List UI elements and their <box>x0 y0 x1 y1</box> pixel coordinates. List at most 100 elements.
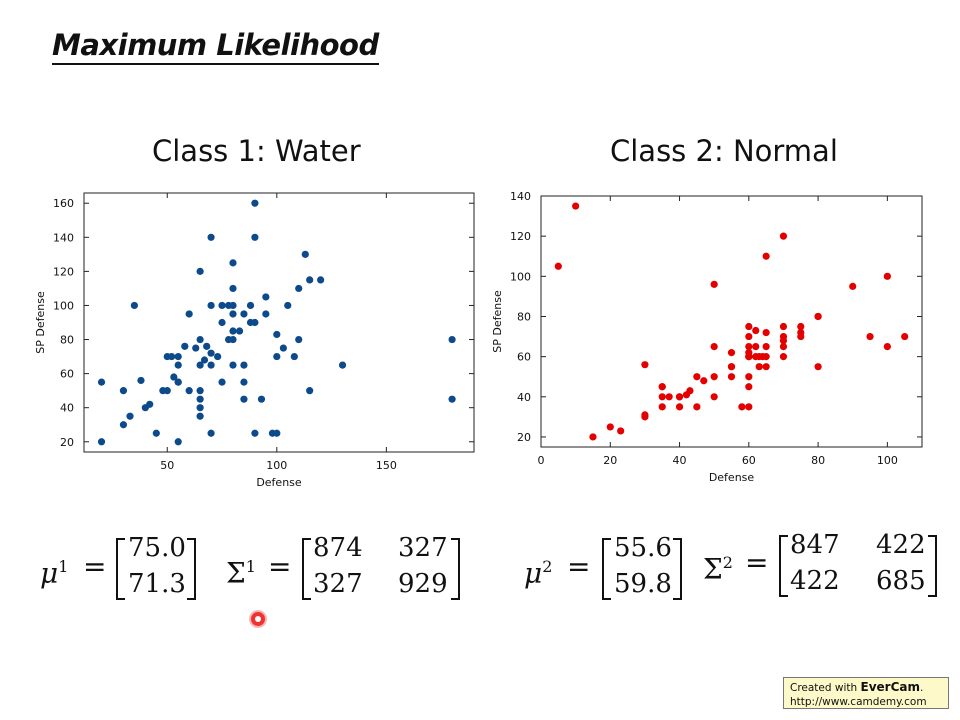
data-point <box>728 349 735 356</box>
y-tick-label: 120 <box>510 230 531 243</box>
mu2-value-1: 55.6 <box>614 533 672 563</box>
y-tick-label: 40 <box>517 391 531 404</box>
mu1-equals: = <box>83 552 106 582</box>
y-tick-label: 100 <box>510 270 531 283</box>
mu2-equals: = <box>567 552 590 582</box>
mu2-symbol: μ2 <box>524 552 552 588</box>
data-point <box>901 333 908 340</box>
data-point <box>756 363 763 370</box>
data-point <box>745 333 752 340</box>
data-point <box>814 363 821 370</box>
x-tick-label: 100 <box>877 454 898 467</box>
data-point <box>763 329 770 336</box>
sigma1-symbol: Σ1 <box>226 552 256 588</box>
data-point <box>700 377 707 384</box>
data-point <box>745 383 752 390</box>
sigma2-bracket-left <box>779 535 788 597</box>
x-tick-label: 60 <box>742 454 756 467</box>
data-point <box>711 373 718 380</box>
data-point <box>728 373 735 380</box>
watermark-line2: http://www.camdemy.com <box>790 695 942 709</box>
mu1-bracket-right <box>187 538 196 600</box>
plot-frame <box>541 196 922 447</box>
data-point <box>693 373 700 380</box>
data-point <box>666 393 673 400</box>
x-tick-label: 40 <box>673 454 687 467</box>
data-point <box>711 281 718 288</box>
x-axis-label: Defense <box>709 471 755 484</box>
data-point <box>617 427 624 434</box>
data-point <box>745 373 752 380</box>
data-point <box>763 253 770 260</box>
sigma1-equals: = <box>268 552 291 582</box>
data-point <box>572 202 579 209</box>
mu2-bracket-right <box>673 538 682 600</box>
sigma1-value-22: 929 <box>398 569 448 599</box>
sigma1-value-12: 327 <box>398 533 448 563</box>
data-point <box>738 403 745 410</box>
y-axis-label: SP Defense <box>491 290 504 353</box>
data-point <box>711 343 718 350</box>
data-point <box>641 361 648 368</box>
data-point <box>866 333 873 340</box>
evercam-watermark[interactable]: Created with EverCam. http://www.camdemy… <box>783 677 949 709</box>
data-point <box>763 343 770 350</box>
sigma2-equals: = <box>745 548 768 578</box>
data-point <box>676 393 683 400</box>
x-tick-label: 20 <box>603 454 617 467</box>
sigma2-value-12: 422 <box>876 530 926 560</box>
sigma1-bracket-left <box>302 538 311 600</box>
data-point <box>752 343 759 350</box>
sigma1-bracket-right <box>451 538 460 600</box>
y-tick-label: 140 <box>510 190 531 203</box>
data-point <box>555 263 562 270</box>
mu2-value-2: 59.8 <box>614 569 672 599</box>
data-point <box>686 387 693 394</box>
data-point <box>711 393 718 400</box>
data-point <box>745 323 752 330</box>
data-point <box>814 313 821 320</box>
sigma1-value-11: 874 <box>313 533 363 563</box>
data-point <box>745 349 752 356</box>
data-point <box>728 363 735 370</box>
data-point <box>752 327 759 334</box>
pointer-cursor-icon <box>251 612 265 626</box>
mu1-value-1: 75.0 <box>128 533 186 563</box>
data-point <box>659 403 666 410</box>
data-point <box>884 343 891 350</box>
data-point <box>780 233 787 240</box>
data-point <box>641 411 648 418</box>
data-point <box>780 353 787 360</box>
mu1-bracket-left <box>116 538 125 600</box>
mu1-symbol: μ1 <box>40 552 68 588</box>
data-point <box>797 329 804 336</box>
data-point <box>607 423 614 430</box>
sigma1-value-21: 327 <box>313 569 363 599</box>
data-point <box>780 323 787 330</box>
x-tick-label: 0 <box>538 454 545 467</box>
data-point <box>676 403 683 410</box>
x-tick-label: 80 <box>811 454 825 467</box>
y-tick-label: 60 <box>517 351 531 364</box>
y-tick-label: 20 <box>517 431 531 444</box>
mu2-bracket-left <box>602 538 611 600</box>
data-point <box>780 337 787 344</box>
sigma2-value-21: 422 <box>790 566 840 596</box>
data-point <box>589 433 596 440</box>
mu1-value-2: 71.3 <box>128 569 186 599</box>
data-point <box>763 353 770 360</box>
sigma2-value-11: 847 <box>790 530 840 560</box>
data-point <box>884 273 891 280</box>
data-point <box>745 403 752 410</box>
data-point <box>693 403 700 410</box>
sigma2-symbol: Σ2 <box>703 548 733 584</box>
data-point <box>763 363 770 370</box>
data-point <box>659 383 666 390</box>
y-tick-label: 80 <box>517 310 531 323</box>
watermark-line1: Created with EverCam. <box>790 680 942 695</box>
data-point <box>659 393 666 400</box>
sigma2-bracket-right <box>928 535 937 597</box>
data-point <box>849 283 856 290</box>
sigma2-value-22: 685 <box>876 566 926 596</box>
